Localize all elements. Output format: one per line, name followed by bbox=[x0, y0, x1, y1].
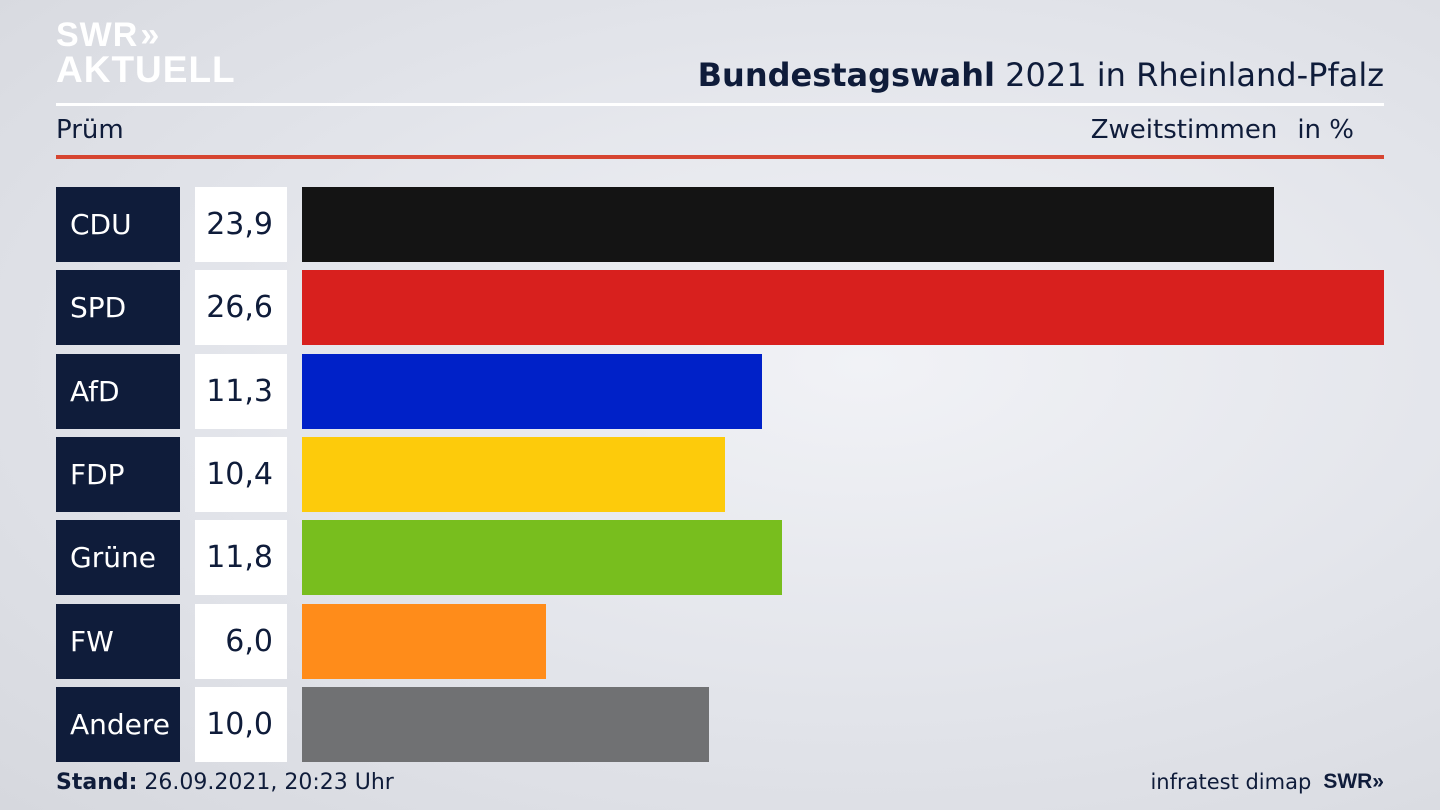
metric-label: Zweitstimmen in % bbox=[1091, 115, 1354, 145]
bar bbox=[302, 686, 709, 762]
value-label: 10,4 bbox=[195, 436, 287, 512]
stand-label: Stand: bbox=[56, 770, 138, 795]
bar-row: CDU 23,9 bbox=[56, 187, 1384, 262]
accent-divider bbox=[56, 155, 1384, 159]
unit-label: in % bbox=[1297, 115, 1354, 145]
bar bbox=[302, 603, 547, 679]
bar-row: FW 6,0 bbox=[56, 603, 1384, 679]
value-label: 6,0 bbox=[195, 603, 287, 679]
party-label: SPD bbox=[56, 270, 180, 346]
party-label: AfD bbox=[56, 353, 180, 429]
place-label: Prüm bbox=[56, 115, 124, 145]
stand-value: 26.09.2021, 20:23 Uhr bbox=[137, 770, 394, 795]
title-rest: 2021 in Rheinland-Pfalz bbox=[995, 56, 1384, 94]
logo-line1: SWR bbox=[56, 16, 139, 54]
bar-row: FDP 10,4 bbox=[56, 436, 1384, 512]
value-label: 11,3 bbox=[195, 353, 287, 429]
logo-line2: AKTUELL bbox=[56, 49, 236, 90]
title-bold: Bundestagswahl bbox=[697, 56, 995, 94]
bar bbox=[302, 270, 1384, 346]
source-credit: infratest dimap SWR» bbox=[1150, 770, 1384, 794]
chevron-right-icon: » bbox=[140, 16, 159, 54]
bar bbox=[302, 520, 782, 596]
party-label: Grüne bbox=[56, 520, 180, 596]
bar-row: Grüne 11,8 bbox=[56, 520, 1384, 596]
bar-row: SPD 26,6 bbox=[56, 270, 1384, 346]
bar bbox=[302, 353, 762, 429]
timestamp: Stand: 26.09.2021, 20:23 Uhr bbox=[56, 770, 394, 795]
swr-logo: SWR» bbox=[1323, 770, 1384, 793]
value-label: 10,0 bbox=[195, 686, 287, 762]
party-label: FW bbox=[56, 603, 180, 679]
metric-name: Zweitstimmen bbox=[1090, 115, 1278, 145]
bar bbox=[302, 187, 1275, 262]
bar-row: AfD 11,3 bbox=[56, 353, 1384, 429]
value-label: 26,6 bbox=[195, 270, 287, 346]
value-label: 11,8 bbox=[195, 520, 287, 596]
chart-title: Bundestagswahl 2021 in Rheinland-Pfalz bbox=[698, 56, 1384, 94]
bar bbox=[302, 436, 726, 512]
party-label: FDP bbox=[56, 436, 180, 512]
header-divider bbox=[56, 103, 1384, 106]
value-label: 23,9 bbox=[195, 187, 287, 262]
source-label: infratest dimap bbox=[1150, 770, 1312, 794]
party-label: CDU bbox=[56, 187, 180, 262]
swr-aktuell-logo: SWR» AKTUELL bbox=[56, 18, 236, 88]
bar-row: Andere 10,0 bbox=[56, 686, 1384, 762]
party-label: Andere bbox=[56, 686, 180, 762]
